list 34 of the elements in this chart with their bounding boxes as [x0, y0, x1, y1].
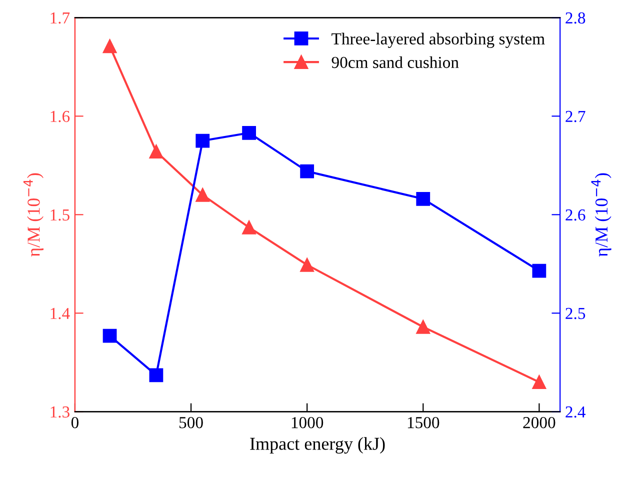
- y2-tick-label: 2.6: [566, 209, 586, 221]
- x-tick-label: 500: [179, 416, 203, 428]
- point: [149, 368, 164, 382]
- point: [416, 320, 430, 334]
- point: [300, 164, 314, 178]
- x-tick-label: 1000: [292, 416, 324, 428]
- point: [242, 220, 256, 234]
- x-axis-title: Impact energy (kJ): [250, 437, 385, 454]
- point: [196, 188, 210, 202]
- y-tick-label: 1.3: [50, 406, 70, 418]
- legend-label: 90cm sand cushion: [332, 56, 459, 68]
- y-axis-title: η/M (10$^{−4}$): [24, 173, 44, 257]
- x-tick-label: 0: [71, 416, 78, 428]
- point: [102, 328, 117, 343]
- y2-tick-label: 2.4: [566, 406, 586, 418]
- x-tick-label: 2000: [523, 416, 556, 428]
- y-tick-label: 1.5: [50, 209, 70, 221]
- point: [532, 264, 546, 278]
- y-tick-label: 1.6: [50, 110, 70, 122]
- point: [149, 144, 164, 159]
- x-tick-label: 1500: [408, 416, 440, 428]
- point: [416, 192, 430, 206]
- point: [532, 375, 546, 390]
- point: [102, 39, 117, 54]
- y-tick-label: 1.7: [50, 12, 70, 24]
- y-tick-label: 1.4: [50, 308, 70, 320]
- point: [242, 126, 256, 140]
- y2-tick-label: 2.5: [566, 308, 586, 320]
- legend-label: Three-layered absorbing system: [332, 32, 545, 48]
- y2-tick-label: 2.7: [566, 110, 586, 122]
- y2-axis-title: η/M (10$^{−4}$): [591, 173, 612, 257]
- point: [300, 258, 314, 272]
- y2-tick-label: 2.8: [566, 12, 586, 24]
- point: [196, 134, 210, 148]
